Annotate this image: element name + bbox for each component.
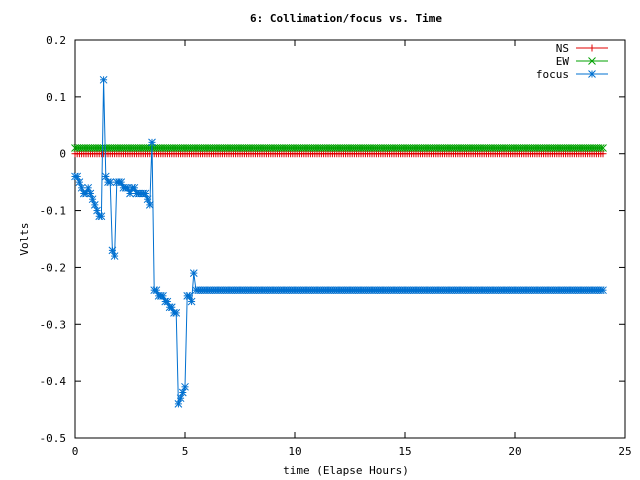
data-point-focus <box>99 75 108 84</box>
data-point-focus <box>181 382 189 391</box>
data-point-focus <box>189 269 198 277</box>
data-point-focus <box>145 201 154 209</box>
x-tick-label: 10 <box>288 445 301 458</box>
data-point-focus <box>84 183 93 192</box>
x-axis-label: time (Elapse Hours) <box>283 464 409 477</box>
y-tick-label: 0 <box>59 148 66 161</box>
data-point-EW <box>596 144 605 152</box>
x-tick-label: 0 <box>72 445 79 458</box>
y-tick-label: 0.1 <box>46 91 66 104</box>
legend-marker-focus <box>588 70 596 78</box>
data-point-focus <box>97 212 106 221</box>
y-tick-label: -0.5 <box>40 432 67 445</box>
legend-label-EW: EW <box>556 55 570 68</box>
data-point-focus <box>141 189 150 198</box>
data-point-focus <box>172 309 181 317</box>
y-tick-label: -0.4 <box>40 375 67 388</box>
y-tick-label: -0.3 <box>40 318 67 331</box>
legend-marker-NS <box>588 44 596 52</box>
y-tick-label: -0.1 <box>40 205 67 218</box>
x-tick-label: 25 <box>618 445 631 458</box>
data-point-NS <box>599 150 607 158</box>
data-point-focus <box>187 297 196 306</box>
y-axis-label: Volts <box>18 222 31 255</box>
data-point-EW <box>599 144 607 152</box>
x-tick-label: 15 <box>398 445 411 458</box>
axis-ticks: 0 5 10 15 20 25 -0.5 -0.4 -0.3 -0.2 -0.1 0 0.1 0.2 <box>40 34 632 458</box>
chart-title: 6: Collimation/focus vs. Time <box>250 12 442 25</box>
plot-frame <box>74 39 626 439</box>
data-point-focus <box>106 178 115 186</box>
data-point-focus <box>148 138 156 147</box>
legend-label-NS: NS <box>556 42 569 55</box>
data-point-focus <box>110 252 119 260</box>
legend-marker-EW <box>588 57 596 65</box>
series-focus <box>71 75 607 408</box>
y-tick-label: 0.2 <box>46 34 66 47</box>
legend-label-focus: focus <box>536 68 569 81</box>
x-tick-label: 5 <box>182 445 189 458</box>
data-point-focus <box>599 286 607 295</box>
series-EW <box>71 144 607 152</box>
x-tick-label: 20 <box>508 445 521 458</box>
series-layer <box>71 75 607 408</box>
y-tick-label: -0.2 <box>40 261 67 274</box>
